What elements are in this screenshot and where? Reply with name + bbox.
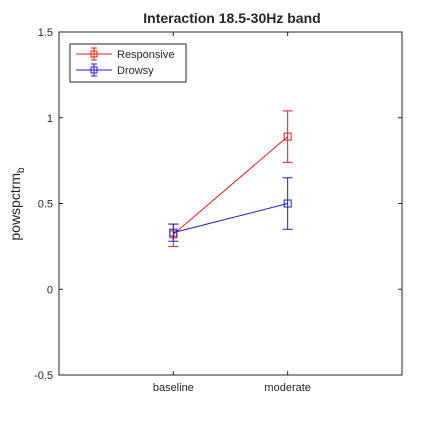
y-axis-label-subscript: b (16, 167, 27, 173)
legend-label: Drowsy (117, 65, 154, 77)
data-point-responsive (283, 132, 292, 141)
legend: Responsive Drowsy (69, 43, 187, 83)
chart-title: Interaction 18.5-30Hz band (143, 10, 320, 26)
series-line-drowsy (173, 203, 288, 234)
legend-label: Responsive (117, 49, 174, 61)
x-tick-label: moderate (264, 382, 310, 394)
y-tick-label: 1.5 (38, 27, 53, 39)
legend-box (69, 43, 187, 83)
plot-area: -0.5 0 0.5 1 1.5 baseline moderate (34, 27, 403, 394)
x-tick-label: baseline (153, 382, 194, 394)
y-tick-label: 1 (47, 113, 53, 125)
legend-marker (90, 50, 98, 58)
y-tick-label: -0.5 (34, 370, 53, 382)
y-axis-label: powspctrmb (7, 167, 27, 241)
legend-marker (90, 66, 98, 74)
data-point-drowsy (283, 199, 292, 208)
y-tick-label: 0.5 (38, 199, 53, 211)
series-line-responsive (173, 136, 288, 235)
y-tick-label: 0 (47, 284, 53, 296)
axes-box (58, 31, 403, 376)
data-point-drowsy (169, 228, 178, 237)
y-axis-label-main: powspctrm (7, 173, 23, 241)
